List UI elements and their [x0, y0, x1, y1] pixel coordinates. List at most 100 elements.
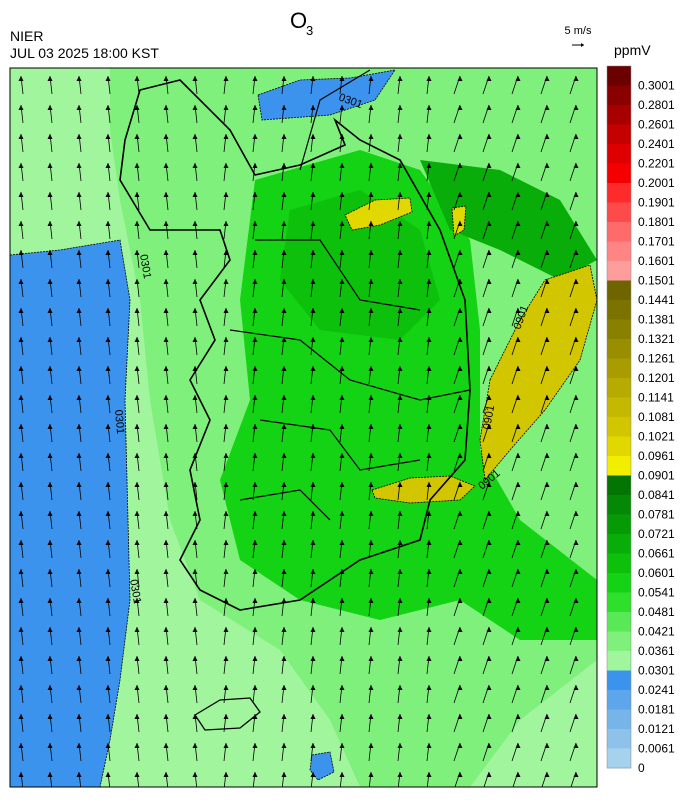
colorbar-label: 0.0721 [638, 527, 675, 541]
colorbar-segment [607, 592, 631, 613]
wind-arrow-head [339, 685, 345, 690]
wind-arrow-head [252, 163, 258, 168]
wind-arrow-head [223, 76, 229, 81]
wind-arrow-head [281, 424, 287, 429]
wind-arrow-head [163, 511, 169, 516]
colorbar-segment [607, 280, 631, 301]
wind-arrow-head [397, 453, 403, 458]
wind-arrow-head [573, 540, 579, 545]
wind-arrow-head [163, 395, 169, 400]
colorbar-segment [607, 534, 631, 554]
wind-arrow-head [163, 221, 169, 226]
wind-arrow-head [515, 308, 521, 313]
wind-arrow-head [105, 511, 111, 516]
wind-arrow-head [544, 308, 550, 313]
colorbar-segment [607, 202, 631, 223]
low-patch [309, 751, 335, 781]
wind-arrow-head [105, 482, 111, 487]
high-patch-north [344, 197, 413, 231]
wind-arrow-head [105, 424, 111, 429]
wind-arrow-head [397, 598, 403, 603]
wind-arrow-head [252, 250, 258, 255]
wind-arrow-head [252, 772, 258, 777]
high-patch-south [371, 475, 476, 504]
wind-arrow-head [47, 76, 53, 81]
wind-arrow-head [192, 569, 198, 574]
wind-arrow-head [573, 250, 579, 255]
wind-arrow-head [134, 743, 140, 748]
wind-arrow-head [134, 714, 140, 719]
colorbar-segment [607, 709, 631, 730]
wind-arrow-head [457, 540, 463, 545]
wind-arrow-head [105, 569, 111, 574]
wind-arrow-head [76, 743, 82, 748]
wind-arrow-head [47, 424, 53, 429]
wind-arrow-head [544, 337, 550, 342]
wind-arrow-head [573, 134, 579, 139]
wind-arrow-head [105, 627, 111, 632]
wind-arrow-head [134, 134, 140, 139]
wind-arrow-head [105, 250, 111, 255]
wind-arrow-head [76, 424, 82, 429]
wind-arrow-head [18, 279, 24, 284]
wind-arrow-head [281, 76, 287, 81]
wind-arrow-head [368, 453, 374, 458]
wind-arrow-head [397, 511, 403, 516]
wind-arrow-head [281, 308, 287, 313]
colorbar-label: 0.1261 [638, 352, 675, 366]
wind-arrow-head [339, 366, 345, 371]
wind-arrow-head [397, 105, 403, 110]
wind-arrow-head [544, 453, 550, 458]
wind-arrow-head [18, 511, 24, 516]
colorbar-segment [607, 66, 631, 86]
wind-arrow-head [192, 76, 198, 81]
wind-arrow-head [76, 163, 82, 168]
higher-zone [280, 190, 440, 340]
wind-arrow-head [368, 569, 374, 574]
wind-arrow-head [281, 163, 287, 168]
wind-arrow-head [18, 540, 24, 545]
colorbar-segment [607, 436, 631, 457]
wind-arrow-head [426, 192, 432, 197]
wind-arrow-head [515, 366, 521, 371]
wind-arrow-head [310, 424, 316, 429]
high-patch-north2 [451, 205, 467, 237]
wind-arrow-head [544, 482, 550, 487]
wind-arrow-head [281, 714, 287, 719]
wind-arrow-head [368, 366, 374, 371]
wind-arrow-head [573, 453, 579, 458]
wind-arrow-head [368, 192, 374, 197]
wind-arrow-head [397, 482, 403, 487]
colorbar-label: 0.0961 [638, 449, 675, 463]
wind-arrow-head [105, 685, 111, 690]
wind-arrow-head [76, 453, 82, 458]
contour-label: 0901 [481, 404, 497, 430]
colorbar-segment [607, 495, 631, 515]
wind-arrow-head [223, 424, 229, 429]
wind-arrow-head [134, 221, 140, 226]
wind-arrow-head [310, 76, 316, 81]
wind-arrow-head [368, 540, 374, 545]
wind-arrow-head [105, 453, 111, 458]
wind-arrow-head [515, 627, 521, 632]
wind-arrow-head [18, 337, 24, 342]
colorbar-label: 0.1201 [638, 371, 675, 385]
wind-arrow-head [368, 598, 374, 603]
wind-arrow-head [426, 714, 432, 719]
colorbar-segment [607, 124, 631, 145]
wind-arrow-head [76, 598, 82, 603]
wind-arrow-head [76, 395, 82, 400]
wind-arrow-head [105, 279, 111, 284]
wind-arrow-head [252, 685, 258, 690]
colorbar-label: 0.2401 [638, 137, 675, 151]
colorbar-label: 0.0061 [638, 742, 675, 756]
wind-arrow-head [573, 511, 579, 516]
wind-arrow-head [76, 250, 82, 255]
colorbar-segment [607, 85, 631, 106]
wind-arrow-head [426, 76, 432, 81]
wind-arrow-head [163, 482, 169, 487]
wind-arrow-head [163, 105, 169, 110]
wind-arrow-head [18, 163, 24, 168]
wind-arrow-head [47, 627, 53, 632]
